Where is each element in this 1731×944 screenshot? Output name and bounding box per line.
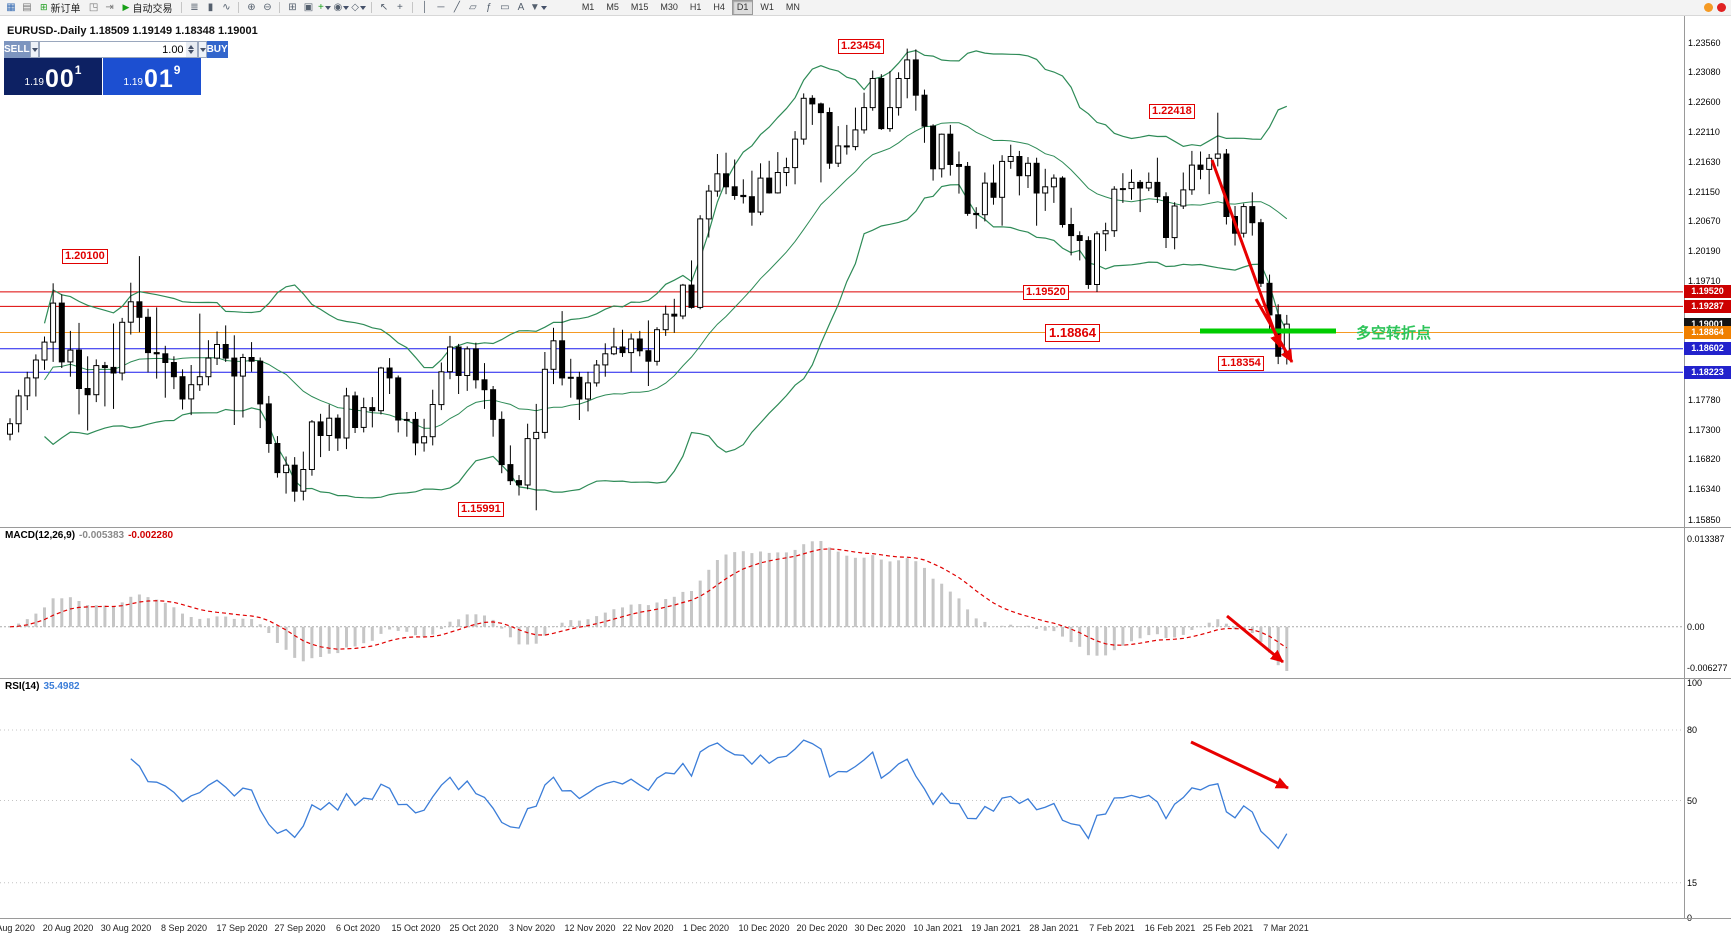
new-order-button[interactable]: ⊞ 新订单 [38, 1, 83, 15]
buy-price-tile[interactable]: 1.19 01 9 [103, 58, 201, 95]
rsi-name: RSI(14) [5, 681, 40, 692]
price-scale[interactable] [1684, 16, 1731, 919]
macd-indicator-label: MACD(12,26,9) -0.005383 -0.002280 [5, 530, 173, 541]
zoom-in-icon[interactable]: ⊕ [247, 2, 256, 13]
auto-trading-button-label: 自动交易 [132, 4, 173, 15]
buy-button[interactable]: BUY [206, 41, 228, 58]
timeframe-d1[interactable]: D1 [731, 0, 754, 15]
turning-point-label[interactable]: 多空转折点 [1356, 325, 1432, 342]
volume-input[interactable] [39, 42, 186, 57]
cursor-icon[interactable]: ↖ [379, 2, 389, 13]
toolbar-separator [370, 2, 372, 13]
toolbar-separator [181, 2, 183, 13]
rsi-value: 35.4982 [43, 681, 80, 692]
timeframe-m1[interactable]: M1 [581, 2, 595, 12]
objects-dropdown[interactable]: ◉ [333, 1, 350, 14]
timeframe-h4[interactable]: H4 [713, 2, 725, 12]
panel-separator[interactable] [0, 918, 1731, 919]
vertical-line-icon[interactable]: │ [421, 2, 429, 13]
sell-price-tile[interactable]: 1.19 00 1 [4, 58, 102, 95]
channel-icon[interactable]: ▱ [469, 2, 477, 13]
templates-dropdown[interactable]: ◇ [351, 1, 366, 14]
zoom-out-icon[interactable]: ⊖ [263, 2, 272, 13]
chevron-down-icon [199, 47, 206, 52]
cascade-windows-icon[interactable]: ▣ [303, 2, 314, 13]
macd-value-signal: -0.002280 [128, 530, 174, 541]
timeframe-h1[interactable]: H1 [689, 2, 702, 12]
timeframe-m30[interactable]: M30 [660, 2, 678, 12]
macd-name: MACD(12,26,9) [5, 530, 76, 541]
chevron-down-icon [359, 5, 366, 10]
rsi-indicator-label: RSI(14) 35.4982 [5, 681, 80, 692]
candle-chart-mode-icon[interactable]: ▮ [207, 2, 214, 13]
new-chart-icon[interactable]: ▦ [6, 2, 16, 13]
sell-price-big: 00 [44, 65, 75, 93]
buy-price-prefix: 1.19 [123, 77, 143, 88]
trade-controls-row: SELL BUY [4, 41, 228, 58]
volume-stepper[interactable] [185, 42, 197, 57]
chevron-down-icon [31, 47, 38, 52]
timeframe-toolbar: M1 M5 M15 M30 H1 H4 D1 W1 MN [576, 0, 806, 15]
chart-window-icon[interactable]: ◳ [88, 2, 99, 13]
crosshair-icon[interactable]: + [396, 2, 403, 13]
price-tiles-row: 1.19 00 1 1.19 01 9 [4, 58, 201, 95]
arrow-objects-icon[interactable]: ▼ [530, 1, 547, 14]
macd-value-main: -0.005383 [79, 530, 125, 541]
sell-dropdown[interactable] [29, 41, 39, 58]
chevron-down-icon [540, 5, 547, 10]
timeframe-mn[interactable]: MN [785, 2, 800, 12]
tile-windows-icon[interactable]: ⊞ [288, 2, 297, 13]
chevron-down-icon [324, 5, 331, 10]
new-order-button-icon: ⊞ [40, 2, 48, 12]
line-chart-mode-icon[interactable]: ∿ [222, 2, 231, 13]
volume-field [38, 41, 198, 58]
sell-price-pip: 1 [74, 63, 82, 77]
record-icon[interactable] [1717, 3, 1726, 12]
alert-icon[interactable] [1704, 3, 1713, 12]
timeframe-m5[interactable]: M5 [606, 2, 619, 12]
fibonacci-icon[interactable]: ƒ [486, 2, 492, 13]
panel-separator[interactable] [0, 678, 1731, 679]
spinner-up-icon [188, 45, 195, 49]
timeframe-m15[interactable]: M15 [630, 2, 649, 12]
sell-button[interactable]: SELL [4, 41, 30, 58]
chart-title: EURUSD-.Daily 1.18509 1.19149 1.18348 1.… [7, 25, 258, 37]
toolbar-separator [279, 2, 281, 13]
indicators-add-icon[interactable]: + [317, 1, 331, 14]
toolbar-separator [411, 2, 413, 13]
bar-chart-mode-icon[interactable]: ≣ [190, 2, 199, 13]
buy-button-label: BUY [206, 44, 228, 55]
panel-separator[interactable] [0, 527, 1731, 528]
horizontal-line-icon[interactable]: ─ [437, 2, 445, 13]
buy-dropdown[interactable] [197, 41, 207, 58]
timeframe-w1[interactable]: W1 [760, 2, 774, 12]
auto-trading-button[interactable]: ▶ 自动交易 [121, 1, 175, 15]
toolbar-separator [238, 2, 240, 13]
sell-button-label: SELL [4, 44, 30, 55]
buy-price-big: 01 [143, 65, 174, 93]
shapes-icon[interactable]: ▭ [500, 2, 510, 13]
text-label-icon[interactable]: A [517, 2, 525, 13]
toolbar: ▦ ▤ ⊞ 新订单 ◳ ⇥ ▶ 自动交易 ≣ ▮ ∿ ⊕ ⊖ ⊞ ▣ + ◉ ◇ ↖ + │ ─ ╱ ▱ ƒ ▭ A ▼ M1 M5 M15… [0, 0, 1731, 16]
spinner-down-icon [188, 50, 195, 54]
chart-profiles-icon[interactable]: ▤ [22, 2, 32, 13]
chart-shift-icon[interactable]: ⇥ [105, 2, 114, 13]
toolbar-right-icons [1704, 3, 1726, 12]
sell-price-prefix: 1.19 [24, 77, 44, 88]
trendline-icon[interactable]: ╱ [453, 2, 460, 13]
auto-trading-button-icon: ▶ [122, 2, 130, 12]
chevron-down-icon [343, 5, 350, 10]
buy-price-pip: 9 [173, 63, 181, 77]
new-order-button-label: 新订单 [50, 4, 81, 15]
